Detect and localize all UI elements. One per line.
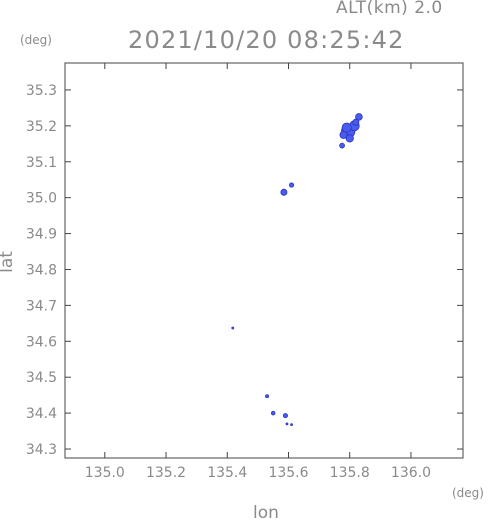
y-tick-label: 35.3 (26, 83, 57, 99)
echo-point (231, 326, 235, 330)
y-tick-label: 34.9 (26, 227, 57, 243)
y-tick-label: 34.7 (26, 298, 57, 314)
axis-ticks: 135.0 135.2 135.4 135.6 135.8 136.0 34.3 34.4 34… (26, 63, 463, 481)
x-tick-label: 135.4 (207, 465, 247, 481)
echo-point (270, 410, 276, 416)
y-axis-unit: (deg) (20, 33, 52, 47)
y-tick-label: 35.2 (26, 119, 57, 135)
echo-point (265, 394, 269, 399)
x-tick-label: 136.0 (391, 465, 431, 481)
x-axis-label: lon (253, 503, 279, 523)
plot-frame (64, 62, 464, 459)
x-tick-label: 135.8 (330, 465, 370, 481)
x-axis-unit: (deg) (452, 486, 484, 500)
echo-point (352, 118, 360, 126)
echo-point (345, 134, 354, 143)
timestamp: 2021/10/20 08:25:42 (128, 26, 405, 54)
echo-point (355, 113, 363, 121)
echo-point (339, 142, 345, 149)
echo-point (341, 122, 352, 133)
echo-point (280, 188, 288, 196)
altitude-label: ALT(km) 2.0 (336, 0, 443, 18)
x-tick-label: 135.6 (268, 465, 308, 481)
y-tick-label: 34.5 (26, 370, 57, 386)
echo-point (285, 422, 289, 426)
y-tick-label: 34.8 (26, 262, 57, 278)
x-tick-label: 135.0 (85, 465, 125, 481)
echo-points (231, 113, 363, 427)
echo-point (290, 423, 293, 427)
y-tick-label: 34.6 (26, 334, 57, 350)
echo-point (282, 413, 288, 419)
y-tick-label: 35.1 (26, 155, 57, 171)
echo-point (289, 182, 295, 188)
y-tick-label: 34.3 (26, 442, 57, 458)
y-tick-label: 34.4 (26, 406, 57, 422)
x-tick-label: 135.2 (146, 465, 186, 481)
y-tick-label: 35.0 (26, 191, 57, 207)
